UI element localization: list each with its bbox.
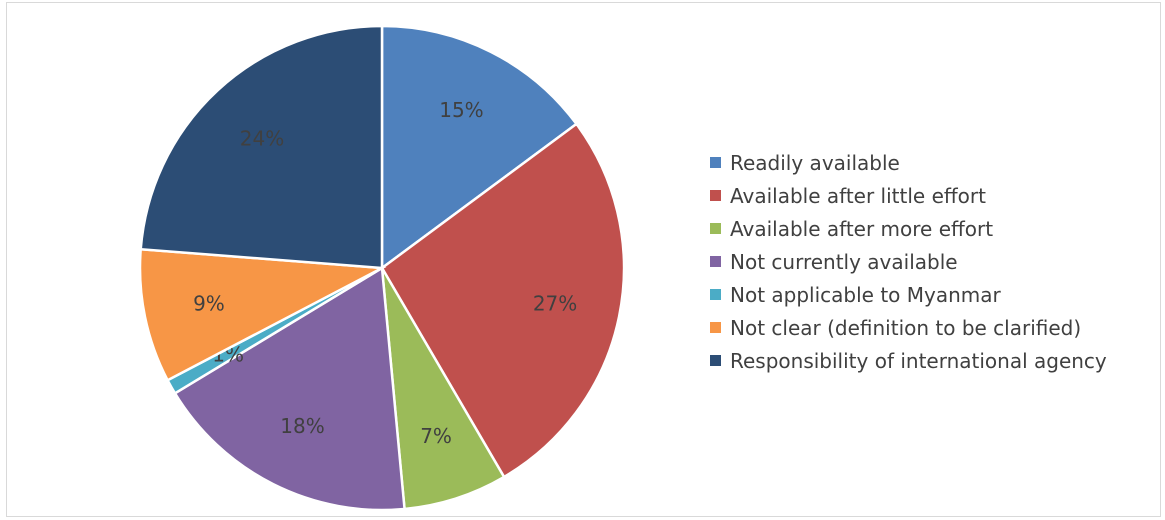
slice-data-label: 7% — [420, 424, 452, 448]
legend-label: Not applicable to Myanmar — [730, 282, 1001, 307]
slice-data-label: 27% — [533, 291, 577, 315]
slice-data-label: 24% — [240, 126, 284, 150]
pie-slice — [380, 122, 626, 479]
pie-slice — [139, 24, 384, 270]
legend-label: Readily available — [730, 150, 900, 175]
legend-swatch — [710, 322, 721, 333]
slice-data-label: 9% — [193, 291, 225, 315]
legend-swatch — [710, 190, 721, 201]
legend-item: Responsibility of international agency — [710, 344, 1107, 377]
pie-slice — [380, 267, 506, 511]
legend-item: Readily available — [710, 146, 1107, 179]
pie-chart: 15%27%7%18%1%9%24% — [138, 24, 626, 512]
legend-item: Not applicable to Myanmar — [710, 278, 1107, 311]
legend-swatch — [710, 256, 721, 267]
legend-swatch — [710, 223, 721, 234]
slice-data-label: 15% — [439, 98, 483, 122]
legend-swatch — [710, 289, 721, 300]
legend-label: Responsibility of international agency — [730, 348, 1107, 373]
legend-label: Available after little effort — [730, 183, 986, 208]
legend-item: Not clear (definition to be clarified) — [710, 311, 1107, 344]
legend-label: Not currently available — [730, 249, 958, 274]
pie-slice — [173, 265, 406, 512]
legend-item: Available after more effort — [710, 212, 1107, 245]
legend-swatch — [710, 157, 721, 168]
pie-slice — [138, 247, 387, 382]
slice-data-label: 18% — [280, 414, 324, 438]
legend-label: Not clear (definition to be clarified) — [730, 315, 1082, 340]
pie-slice — [380, 24, 579, 271]
legend: Readily available Available after little … — [710, 146, 1107, 377]
legend-swatch — [710, 355, 721, 366]
legend-label: Available after more effort — [730, 216, 994, 241]
legend-item: Not currently available — [710, 245, 1107, 278]
legend-item: Available after little effort — [710, 179, 1107, 212]
